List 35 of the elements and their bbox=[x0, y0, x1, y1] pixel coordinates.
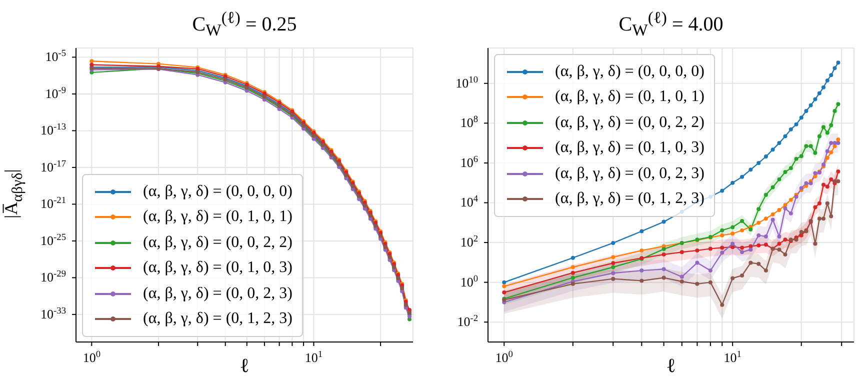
legend-label: (α, β, γ, δ) = (0, 0, 0, 0) bbox=[143, 182, 292, 201]
y-tick-label: 10$^{-17}$ bbox=[40, 159, 66, 174]
legend-label: (α, β, γ, δ) = (0, 1, 0, 3) bbox=[555, 139, 704, 158]
y-tick-label: 10$^{-33}$ bbox=[40, 306, 66, 322]
x-tick-label: 10$^{0}$ bbox=[495, 350, 514, 365]
y-tick-label: 10$^{-5}$ bbox=[45, 49, 66, 64]
y-tick-label: 10$^{-2}$ bbox=[457, 314, 478, 330]
x-tick-label: 10$^{1}$ bbox=[304, 350, 323, 365]
y-tick-label: 10$^{10}$ bbox=[456, 75, 478, 90]
y-tick-label: 10$^{-13}$ bbox=[40, 122, 66, 138]
x-tick-label: 10$^{1}$ bbox=[724, 350, 742, 365]
y-tick-label: 10$^{0}$ bbox=[460, 274, 478, 290]
legend-label: (α, β, γ, δ) = (0, 0, 2, 2) bbox=[143, 234, 292, 252]
legend-label: (α, β, γ, δ) = (0, 1, 0, 3) bbox=[143, 259, 292, 278]
x-tick-label: 10$^{0}$ bbox=[82, 350, 101, 365]
y-tick-label: 10$^{-21}$ bbox=[40, 196, 66, 212]
legend-label: (α, β, γ, δ) = (0, 0, 2, 2) bbox=[555, 114, 704, 132]
legend-label: (α, β, γ, δ) = (0, 1, 0, 1) bbox=[555, 88, 704, 106]
legend-label: (α, β, γ, δ) = (0, 1, 2, 3) bbox=[555, 190, 704, 208]
y-tick-label: 10$^{-25}$ bbox=[40, 232, 66, 248]
legend-label: (α, β, γ, δ) = (0, 0, 0, 0) bbox=[555, 62, 704, 81]
legend-label: (α, β, γ, δ) = (0, 0, 2, 3) bbox=[555, 164, 704, 183]
chart-title: C$_{W}$$^{(ℓ)}$ = 4.00 bbox=[618, 8, 724, 41]
y-tick-label: 10$^{4}$ bbox=[460, 194, 478, 210]
y-tick-label: 10$^{-9}$ bbox=[45, 86, 66, 101]
legend-label: (α, β, γ, δ) = (0, 0, 2, 3) bbox=[143, 284, 292, 303]
legend-label: (α, β, γ, δ) = (0, 1, 2, 3) bbox=[143, 310, 292, 328]
legend-label: (α, β, γ, δ) = (0, 1, 0, 1) bbox=[143, 208, 292, 226]
y-tick-label: 10$^{-29}$ bbox=[40, 270, 66, 285]
y-tick-label: 10$^{8}$ bbox=[460, 115, 478, 130]
x-axis-title: ℓ bbox=[666, 355, 676, 377]
y-tick-label: 10$^{6}$ bbox=[460, 154, 478, 170]
x-axis-title: ℓ bbox=[240, 355, 250, 377]
chart-title: C$_{W}$$^{(ℓ)}$ = 0.25 bbox=[191, 8, 298, 41]
y-tick-label: 10$^{2}$ bbox=[460, 234, 478, 250]
